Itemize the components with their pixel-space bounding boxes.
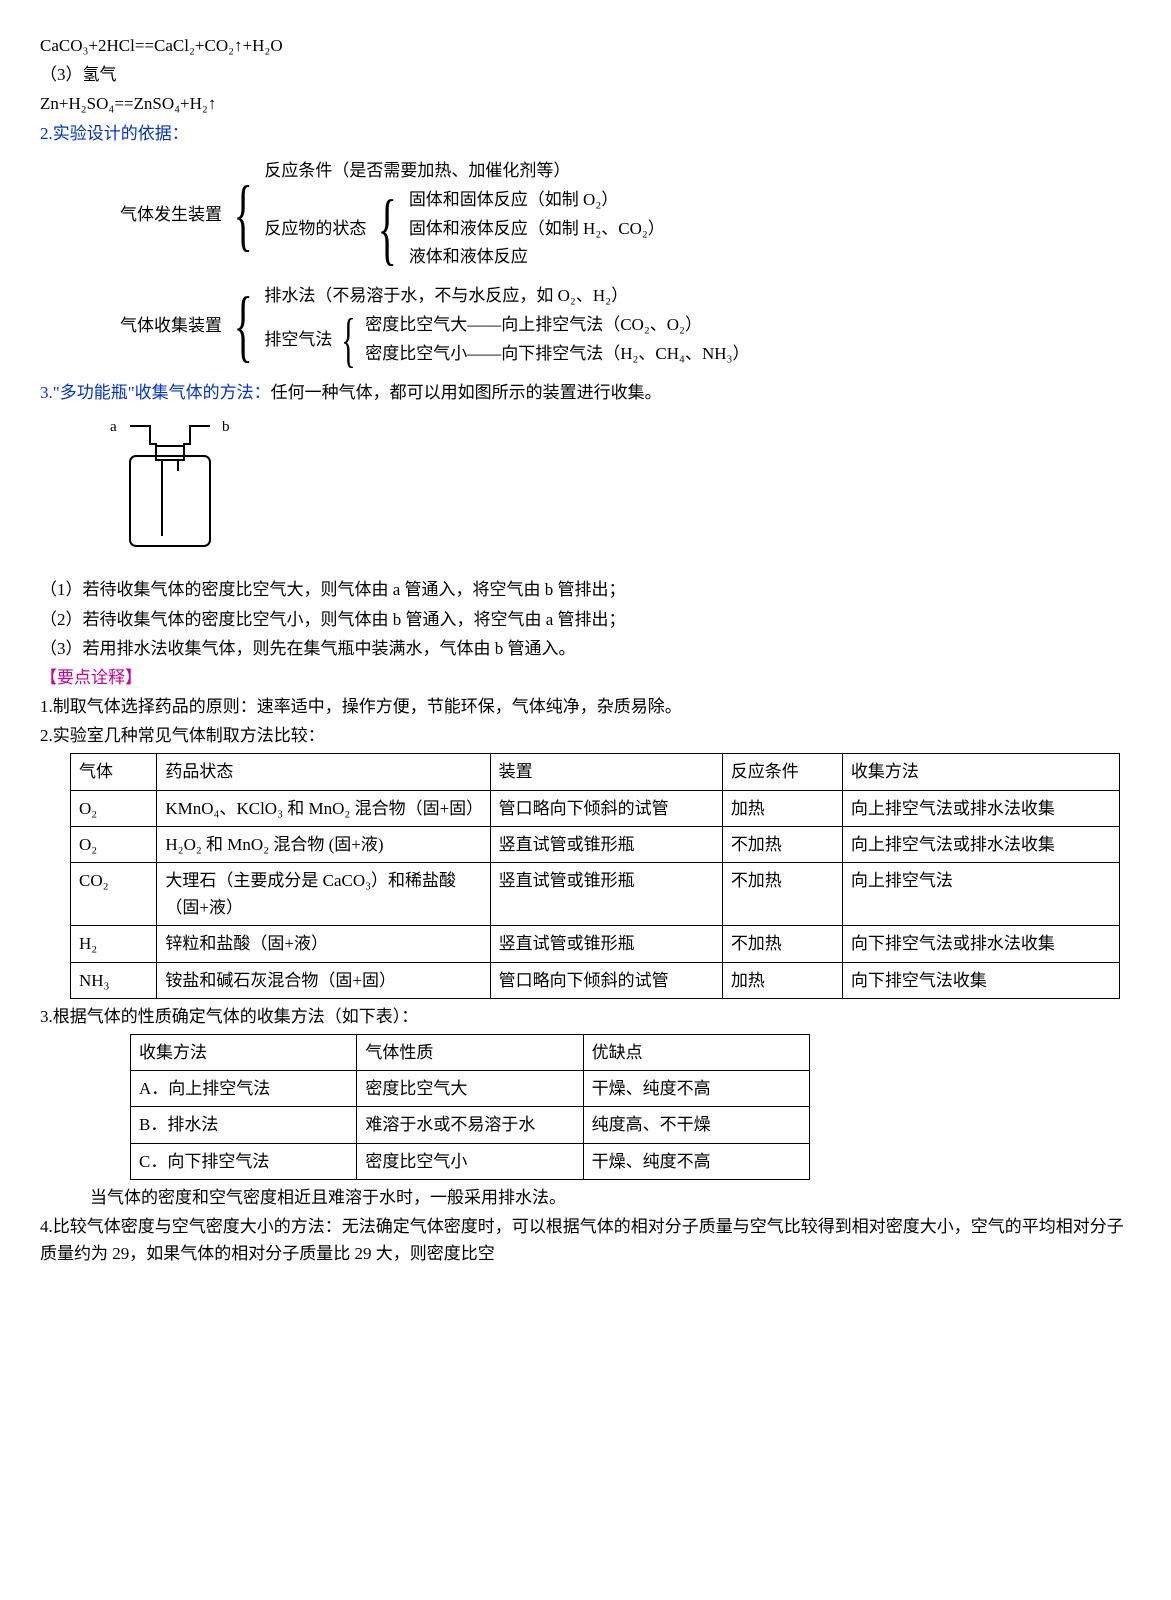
gen-b3: 液体和液体反应 (409, 243, 665, 272)
heading-3: 3."多功能瓶"收集气体的方法：任何一种气体，都可以用如图所示的装置进行收集。 (40, 379, 1131, 406)
method-2: （2）若待收集气体的密度比空气小，则气体由 b 管通入，将空气由 a 管排出； (40, 606, 1131, 633)
collection-device-group: 气体收集装置 { 排水法（不易溶于水，不与水反应，如 O₂、H₂） 排空气法 {… (120, 282, 1131, 369)
brace-icon: { (234, 183, 253, 247)
table-1: 气体 药品状态 装置 反应条件 收集方法 O₂KMnO₄、KClO₃ 和 MnO… (70, 753, 1120, 998)
table-row: B．排水法难溶于水或不易溶于水纯度高、不干燥 (131, 1107, 810, 1143)
collection-label: 气体收集装置 (120, 312, 222, 339)
col-b-label: 排空气法 (264, 326, 332, 355)
table-row: H₂锌粒和盐酸（固+液）竖直试管或锥形瓶不加热向下排空气法或排水法收集 (71, 926, 1120, 962)
point-3: 3.根据气体的性质确定气体的收集方法（如下表）： (40, 1003, 1131, 1030)
heading-2: 2.实验设计的依据： (40, 120, 1131, 147)
gen-b2: 固体和液体反应（如制 H₂、CO₂） (409, 215, 665, 244)
th: 药品状态 (157, 754, 490, 790)
equation-1: CaCO₃+2HCl==CaCl₂+CO₂↑+H₂O (40, 32, 1131, 59)
table-2: 收集方法 气体性质 优缺点 A．向上排空气法密度比空气大干燥、纯度不高 B．排水… (130, 1034, 810, 1180)
gen-a: 反应条件（是否需要加热、加催化剂等） (264, 157, 664, 186)
gen-b1: 固体和固体反应（如制 O₂） (409, 186, 665, 215)
point-3b: 当气体的密度和空气密度相近且难溶于水时，一般采用排水法。 (90, 1184, 1131, 1211)
table-row: NH₃铵盐和碱石灰混合物（固+固）管口略向下倾斜的试管加热向下排空气法收集 (71, 962, 1120, 998)
method-3: （3）若用排水法收集气体，则先在集气瓶中装满水，气体由 b 管通入。 (40, 635, 1131, 662)
brace-icon: { (378, 197, 397, 261)
table-header-row: 收集方法 气体性质 优缺点 (131, 1034, 810, 1070)
generation-device-group: 气体发生装置 { 反应条件（是否需要加热、加催化剂等） 反应物的状态 { 固体和… (120, 157, 1131, 273)
point-4: 4.比较气体密度与空气密度大小的方法：无法确定气体密度时，可以根据气体的相对分子… (40, 1213, 1131, 1267)
label-3: （3）氢气 (40, 61, 1131, 88)
brace-icon: { (342, 316, 356, 364)
table-row: O₂KMnO₄、KClO₃ 和 MnO₂ 混合物（固+固）管口略向下倾斜的试管加… (71, 790, 1120, 826)
key-points-header: 【要点诠释】 (40, 664, 1131, 691)
label-a: a (110, 419, 117, 435)
th: 收集方法 (842, 754, 1119, 790)
point-2: 2.实验室几种常见气体制取方法比较： (40, 722, 1131, 749)
table-header-row: 气体 药品状态 装置 反应条件 收集方法 (71, 754, 1120, 790)
table-row: C．向下排空气法密度比空气小干燥、纯度不高 (131, 1143, 810, 1179)
th: 装置 (490, 754, 722, 790)
table-row: O₂H₂O₂ 和 MnO₂ 混合物 (固+液)竖直试管或锥形瓶不加热向上排空气法… (71, 826, 1120, 862)
bottle-diagram: a b (100, 416, 240, 556)
generation-label: 气体发生装置 (120, 201, 222, 228)
table-row: CO₂大理石（主要成分是 CaCO₃）和稀盐酸（固+液）竖直试管或锥形瓶不加热向… (71, 863, 1120, 926)
gen-b-label: 反应物的状态 (264, 215, 366, 244)
th: 反应条件 (722, 754, 842, 790)
brace-icon: { (234, 294, 253, 358)
equation-2: Zn+H₂SO₄==ZnSO₄+H₂↑ (40, 90, 1131, 117)
label-b: b (222, 419, 230, 435)
table-row: A．向上排空气法密度比空气大干燥、纯度不高 (131, 1071, 810, 1107)
col-a: 排水法（不易溶于水，不与水反应，如 O₂、H₂） (264, 282, 749, 311)
col-b2: 密度比空气小——向下排空气法（H₂、CH₄、NH₃） (365, 340, 749, 369)
point-1: 1.制取气体选择药品的原则：速率适中，操作方便，节能环保，气体纯净，杂质易除。 (40, 693, 1131, 720)
col-b1: 密度比空气大——向上排空气法（CO₂、O₂） (365, 311, 749, 340)
method-1: （1）若待收集气体的密度比空气大，则气体由 a 管通入，将空气由 b 管排出； (40, 576, 1131, 603)
th: 气体 (71, 754, 157, 790)
